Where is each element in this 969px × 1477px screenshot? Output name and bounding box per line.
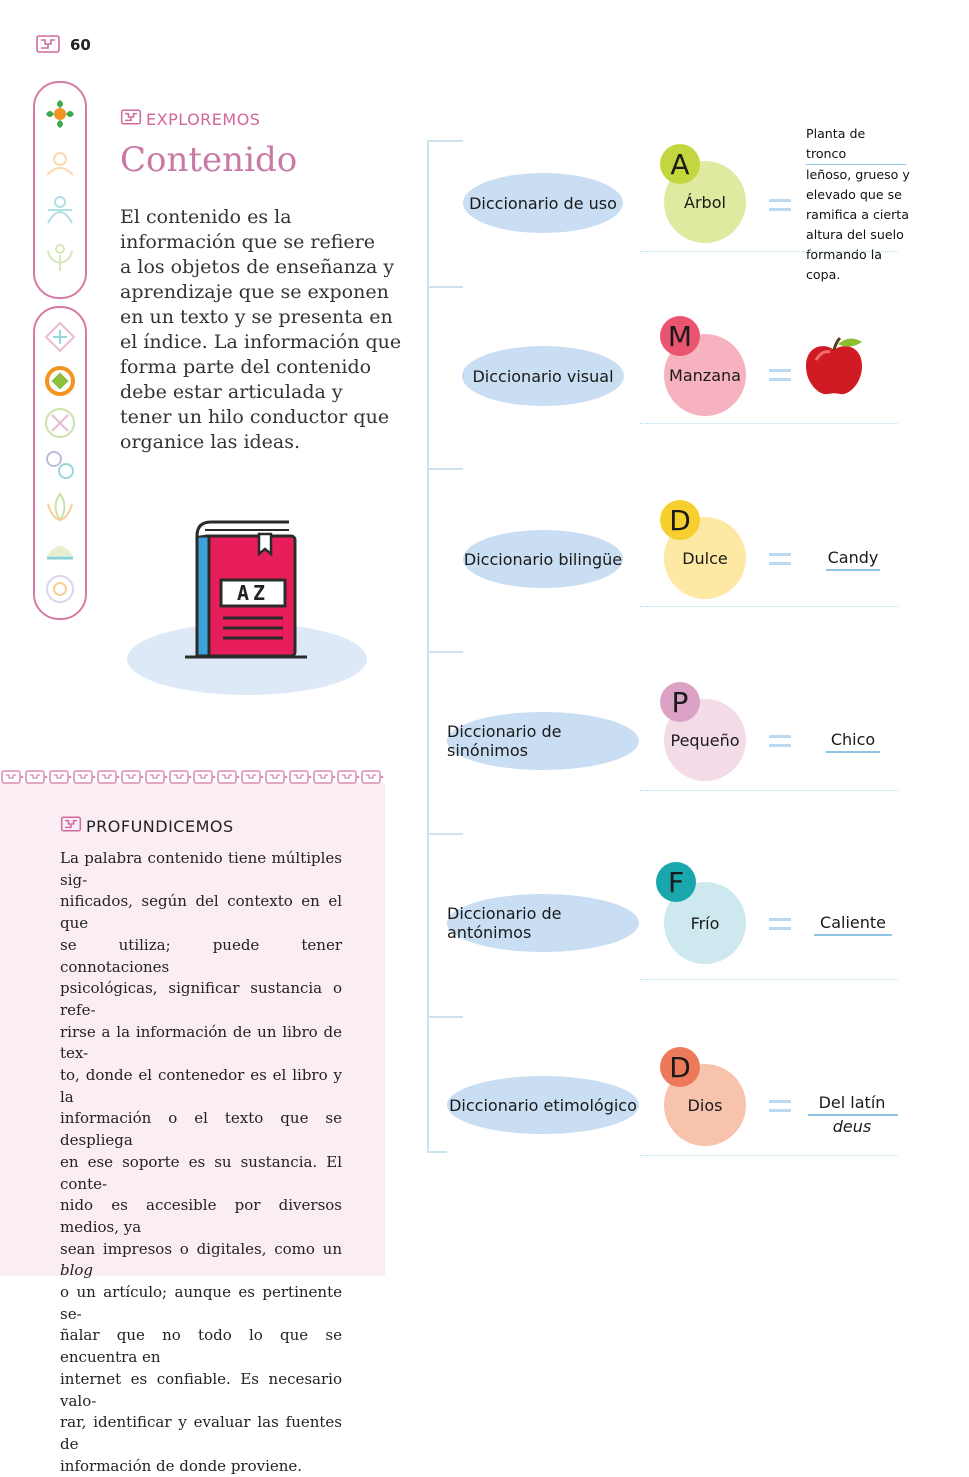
ornament-tag-icon	[60, 816, 82, 832]
hourglass-icon	[45, 408, 75, 438]
result-word: Candy	[827, 548, 879, 567]
deepen-box	[0, 783, 385, 1276]
result-word-italic: deus	[832, 1117, 872, 1136]
result-word: Chico	[830, 730, 876, 749]
row-divider	[640, 251, 898, 252]
sprout-icon	[46, 100, 74, 128]
tree-branch	[427, 1016, 463, 1018]
dictionary-type-pill: Diccionario bilingüe	[463, 530, 623, 588]
page-title: Contenido	[120, 140, 298, 180]
diamond-knot-icon	[44, 321, 76, 353]
result-word: Del latín	[818, 1093, 886, 1112]
equals-sign	[769, 735, 791, 747]
ornament-border-strip	[0, 768, 385, 786]
turtle-icon	[47, 546, 73, 560]
tree-branch	[427, 140, 463, 142]
link-circles-icon	[46, 451, 74, 479]
letter-badge: D	[660, 1047, 700, 1087]
letter-badge: F	[656, 862, 696, 902]
apple-image	[806, 336, 862, 395]
tree-trunk-line	[427, 140, 429, 1152]
dictionary-type-pill: Diccionario de uso	[463, 173, 623, 233]
explore-section-tag: EXPLOREMOS	[146, 110, 261, 129]
row-divider	[640, 423, 898, 424]
dictionary-type-pill: Diccionario visual	[462, 346, 624, 406]
side-nav-pill-top	[33, 81, 87, 299]
plant-figure-icon	[47, 244, 73, 271]
ornament-tag-icon	[120, 109, 142, 125]
result-underline	[826, 751, 880, 753]
word-circle: Árbol	[664, 161, 746, 243]
result-underline	[808, 1114, 898, 1116]
ornament-logo-icon	[36, 35, 60, 53]
letter-badge: D	[660, 500, 700, 540]
row-divider	[640, 979, 898, 980]
tree-branch	[427, 833, 463, 835]
equals-sign	[769, 1100, 791, 1112]
dictionary-book-icon	[185, 520, 307, 659]
figure-icon	[47, 196, 73, 224]
page-number: 60	[70, 36, 91, 54]
mandala-icon	[46, 575, 74, 603]
dictionary-type-pill: Diccionario etimológico	[447, 1076, 639, 1134]
deepen-paragraph: La palabra contenido tiene múltiples sig…	[60, 849, 342, 1475]
sun-figure-icon	[46, 152, 74, 176]
row-divider	[640, 790, 898, 791]
letter-badge: A	[660, 144, 700, 184]
equals-sign	[769, 199, 791, 211]
tree-branch	[427, 286, 463, 288]
equals-sign	[769, 918, 791, 930]
equals-sign	[769, 553, 791, 565]
row-divider	[640, 606, 898, 607]
lotus-icon	[47, 492, 73, 522]
tree-branch	[427, 1151, 447, 1153]
row-divider	[640, 1155, 898, 1156]
result-underline	[814, 934, 892, 936]
book-cover-label: AZ	[236, 581, 270, 605]
dictionary-type-pill: Diccionario de antónimos	[447, 894, 639, 952]
letter-badge: M	[660, 316, 700, 356]
letter-badge: P	[660, 682, 700, 722]
deepen-section-tag: PROFUNDICEMOS	[86, 817, 234, 836]
target-icon	[45, 366, 75, 396]
explore-paragraph: El contenido es la información que se re…	[120, 206, 402, 453]
side-nav-pill-bottom	[33, 306, 87, 620]
equals-sign	[769, 369, 791, 381]
definition-text: Planta de tronco leñoso, grueso y elevad…	[806, 126, 910, 282]
dictionary-type-pill: Diccionario de sinónimos	[447, 712, 639, 770]
result-word: Caliente	[820, 913, 886, 932]
tree-branch	[427, 651, 463, 653]
tree-branch	[427, 468, 463, 470]
result-underline	[826, 569, 880, 571]
blog-word: blog	[60, 1261, 94, 1280]
